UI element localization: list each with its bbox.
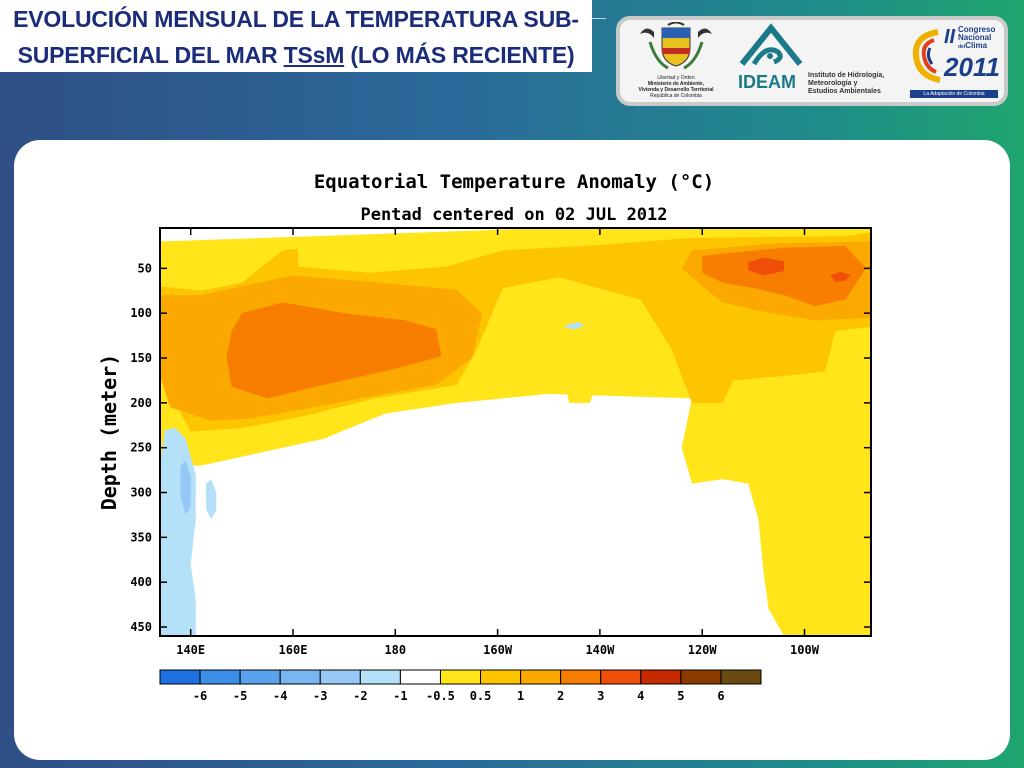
x-tick-label-6: 100W	[790, 643, 820, 657]
slide-title-line2-underlined: TSsM	[283, 42, 345, 68]
colorbar-label-8: 1	[517, 689, 524, 703]
congreso-line3-main: Clima	[965, 41, 988, 50]
ministry-logo: Libertad y Orden Ministerio de Ambiente,…	[628, 21, 724, 102]
chart-subtitle: Pentad centered on 02 JUL 2012	[360, 205, 667, 225]
plot-frame	[159, 227, 872, 637]
anomaly-region-12	[180, 461, 191, 515]
ideam-emblem-icon	[739, 23, 803, 66]
content-card: Equatorial Temperature Anomaly (°C) Pent…	[14, 140, 1010, 760]
anomaly-region-8	[830, 271, 851, 282]
y-tick-label-6: 350	[130, 530, 152, 544]
y-tick-label-3: 200	[130, 396, 152, 410]
colorbar-swatch-6	[399, 669, 441, 685]
y-tick-label-4: 250	[130, 441, 152, 455]
colorbar-label-2: -4	[273, 689, 287, 703]
colorbar-swatch-2	[239, 669, 281, 685]
temperature-anomaly-chart: Equatorial Temperature Anomaly (°C) Pent…	[97, 171, 872, 703]
ministry-line3: Vivienda y Desarrollo Territorial	[638, 87, 714, 93]
ideam-logo: IDEAM Instituto de Hidrología, Meteorolo…	[736, 22, 906, 102]
colorbar-swatch-0	[159, 669, 201, 685]
slide-title-line1: EVOLUCIÓN MENSUAL DE LA TEMPERATURA SUB-	[13, 6, 579, 32]
ministry-line1: Libertad y Orden	[657, 75, 695, 81]
colorbar-label-13: 6	[717, 689, 724, 703]
colorbar-swatch-3	[279, 669, 321, 685]
ideam-sub3: Estudios Ambientales	[808, 88, 881, 95]
colorbar-label-9: 2	[557, 689, 564, 703]
ideam-subtitle: Instituto de Hidrología, Meteorología y …	[808, 72, 884, 96]
colorbar-label-6: -0.5	[426, 689, 455, 703]
congreso-line3: delClima	[958, 42, 995, 51]
x-tick-label-5: 120W	[688, 643, 718, 657]
ministry-line2: Ministerio de Ambiente,	[647, 81, 705, 87]
colorbar-label-12: 5	[677, 689, 684, 703]
colorbar-label-4: -2	[353, 689, 367, 703]
anomaly-region-9	[160, 428, 196, 636]
anomaly-region-10	[206, 479, 217, 520]
slide-title-line2: SUPERFICIAL DEL MAR TSsM (LO MÁS RECIENT…	[0, 36, 592, 72]
title-divider-line	[592, 18, 606, 19]
x-tick-label-1: 160E	[279, 643, 308, 657]
y-tick-label-7: 400	[130, 575, 152, 589]
congreso-lines: Congreso Nacional delClima	[958, 26, 995, 51]
colorbar-label-0: -6	[193, 689, 207, 703]
slide-title-line2-pre: SUPERFICIAL DEL MAR	[17, 42, 284, 68]
x-tick-label-2: 180	[384, 643, 406, 657]
anomaly-region-5	[226, 302, 442, 399]
colorbar-swatch-4	[319, 669, 361, 685]
colorbar-swatch-10	[560, 669, 602, 685]
x-tick-label-3: 160W	[483, 643, 513, 657]
colorbar-swatch-8	[480, 669, 522, 685]
congreso-line2: Nacional	[958, 33, 992, 42]
congreso-footer: La Adaptación de Colombia	[910, 90, 998, 98]
colombia-coat-of-arms-icon	[640, 21, 712, 70]
anomaly-region-6	[702, 245, 866, 306]
ministry-line4: República de Colombia	[650, 93, 702, 99]
x-tick-label-0: 140E	[176, 643, 205, 657]
anomaly-region-7	[748, 257, 784, 276]
colorbar-swatch-9	[520, 669, 562, 685]
logo-panel: Libertad y Orden Ministerio de Ambiente,…	[616, 16, 1008, 106]
anomaly-region-11	[564, 322, 585, 330]
y-tick-label-2: 150	[130, 351, 152, 365]
colorbar-label-1: -5	[233, 689, 247, 703]
colorbar-label-5: -1	[393, 689, 407, 703]
x-axis-ticks: 140E 160E 180 160W 140W 120W 100W	[176, 228, 820, 657]
colorbar-label-11: 4	[637, 689, 644, 703]
colorbar-swatch-11	[600, 669, 642, 685]
slide-title-box: EVOLUCIÓN MENSUAL DE LA TEMPERATURA SUB-…	[0, 0, 592, 72]
y-tick-label-0: 50	[138, 261, 152, 275]
y-tick-label-5: 300	[130, 486, 152, 500]
y-tick-label-8: 450	[130, 620, 152, 634]
colorbar-swatch-5	[359, 669, 401, 685]
x-tick-label-4: 140W	[585, 643, 615, 657]
y-axis-ticks: 50 100 150 200 250 300 350 400 450	[130, 261, 871, 634]
colorbar-label-3: -3	[313, 689, 327, 703]
chart-title: Equatorial Temperature Anomaly (°C)	[314, 171, 714, 193]
ideam-sub1: Instituto de Hidrología,	[808, 72, 885, 79]
y-axis-label: Depth (meter)	[97, 354, 121, 511]
congreso-line1: Congreso	[958, 25, 996, 34]
colorbar-swatch-7	[439, 669, 482, 685]
y-tick-label-1: 100	[130, 306, 152, 320]
congreso-logo: II Congreso Nacional delClima 2011 La Ad…	[910, 24, 1000, 102]
ideam-sub2: Meteorología y	[808, 80, 858, 87]
colorbar-swatch-14	[720, 669, 762, 685]
congreso-line3-small: del	[958, 44, 966, 50]
colorbar-label-7: 0.5	[470, 689, 492, 703]
slide-title-line2-post: (LO MÁS RECIENTE)	[344, 42, 575, 68]
congreso-swirl-icon	[912, 29, 941, 83]
congreso-text: II	[944, 24, 955, 50]
colorbar-swatch-1	[199, 669, 241, 685]
colorbar-swatch-12	[640, 669, 682, 685]
anomaly-region-1	[472, 255, 611, 403]
congreso-year: 2011	[944, 52, 1000, 82]
colorbar: -6 -5 -4 -3 -2 -1 -0.5 0.5 1 2 3 4 5 6	[159, 669, 762, 703]
colorbar-swatch-13	[680, 669, 722, 685]
congreso-numeral: II	[944, 26, 956, 48]
colorbar-label-10: 3	[597, 689, 604, 703]
anomaly-regions	[160, 228, 871, 636]
ideam-wordmark: IDEAM	[738, 72, 796, 92]
